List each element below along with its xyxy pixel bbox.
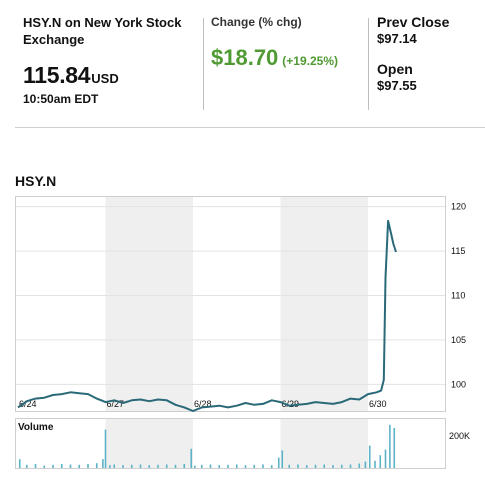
volume-bar [364, 461, 367, 468]
x-tick-label: 6/28 [194, 399, 212, 409]
volume-bar [288, 464, 291, 468]
volume-bar [87, 464, 89, 468]
volume-bar [393, 428, 396, 468]
prev-close-label: Prev Close [377, 14, 450, 30]
divider [368, 18, 369, 110]
price-block: HSY.N on New York Stock Exchange 115.84U… [23, 14, 203, 106]
open-value: $97.55 [377, 78, 417, 93]
volume-bar [25, 464, 28, 468]
volume-bar [157, 464, 159, 468]
volume-bar [193, 465, 196, 468]
price-chart: 100 105 110 115 120 6/24 6/27 6/28 6/29 6/30 Vol… [15, 196, 470, 469]
volume-bar [190, 448, 193, 468]
change-figure: $18.70 (+19.25%) [211, 45, 373, 71]
volume-tick-label: 200K [449, 431, 470, 441]
volume-bar [130, 464, 133, 468]
volume-bar [379, 455, 382, 468]
volume-bar [183, 464, 186, 468]
volume-bar [384, 449, 387, 468]
quote-time: 10:50am EDT [23, 92, 99, 106]
x-tick-label: 6/24 [19, 399, 37, 409]
x-tick-label: 6/29 [282, 399, 300, 409]
y-tick-label: 110 [451, 291, 465, 301]
chart-title: HSY.N [15, 173, 57, 189]
y-tick-label: 105 [451, 335, 466, 345]
volume-bar [34, 464, 37, 468]
volume-label: Volume [18, 422, 54, 433]
volume-bar [235, 464, 238, 468]
volume-bar [209, 464, 212, 468]
volume-bar [262, 464, 264, 468]
prev-open-block: Prev Close $97.14 Open $97.55 [377, 14, 485, 93]
volume-bar [43, 465, 46, 468]
volume-bar [368, 445, 371, 468]
volume-bar [277, 457, 280, 468]
volume-bar [389, 424, 391, 468]
shaded-volume-day-6-27 [105, 419, 193, 468]
volume-bar [340, 464, 343, 468]
prev-close-value: $97.14 [377, 31, 417, 46]
volume-bar [109, 465, 111, 468]
volume-bar [200, 464, 203, 468]
change-block: Change (% chg) $18.70 (+19.25%) [211, 14, 373, 71]
price-line [17, 219, 397, 412]
volume-bar [218, 465, 221, 468]
volume-bar [102, 459, 104, 468]
symbol-exchange-label: HSY.N on New York Stock Exchange [23, 15, 182, 47]
volume-bar [323, 464, 326, 468]
volume-bar [253, 464, 256, 468]
volume-bar [60, 464, 63, 468]
y-tick-label: 100 [451, 379, 466, 389]
volume-bar [374, 460, 376, 468]
price-currency: USD [91, 71, 119, 86]
volume-bar [297, 464, 299, 468]
volume-plot-frame [15, 418, 446, 469]
price-plot-frame [15, 196, 446, 412]
volume-bar [358, 463, 361, 468]
change-label: Change (% chg) [211, 15, 302, 29]
volume-bar [148, 465, 151, 468]
volume-bar [78, 464, 81, 468]
volume-bar [165, 464, 168, 468]
volume-bar [244, 465, 247, 468]
x-tick-label: 6/30 [369, 399, 387, 409]
volume-bar [122, 465, 124, 468]
change-value: $18.70 [211, 45, 279, 70]
volume-bar [113, 464, 116, 468]
y-tick-label: 115 [451, 246, 465, 256]
volume-bar [305, 465, 308, 468]
volume-bar [174, 464, 177, 468]
volume-bar [270, 465, 273, 468]
quote-header: HSY.N on New York Stock Exchange 115.84U… [15, 14, 485, 128]
shaded-day-6-29 [280, 197, 368, 411]
volume-bar [227, 464, 229, 468]
volume-bar [69, 464, 72, 468]
y-tick-label: 120 [451, 202, 466, 212]
volume-bar [18, 459, 21, 468]
volume-bar [281, 450, 284, 468]
volume-bar [95, 463, 98, 468]
x-tick-label: 6/27 [107, 399, 125, 409]
last-price: 115.84USD [23, 62, 203, 89]
volume-bar [314, 464, 317, 468]
volume-bar [104, 429, 107, 468]
shaded-volume-day-6-29 [280, 419, 368, 468]
change-percent: (+19.25%) [282, 54, 338, 68]
divider [203, 18, 204, 110]
price-value: 115.84 [23, 62, 91, 88]
volume-bar [332, 465, 334, 468]
volume-bar [349, 464, 352, 468]
shaded-day-6-27 [105, 197, 193, 411]
volume-bar [52, 464, 54, 468]
open-label: Open [377, 61, 413, 77]
volume-bar [139, 464, 142, 468]
